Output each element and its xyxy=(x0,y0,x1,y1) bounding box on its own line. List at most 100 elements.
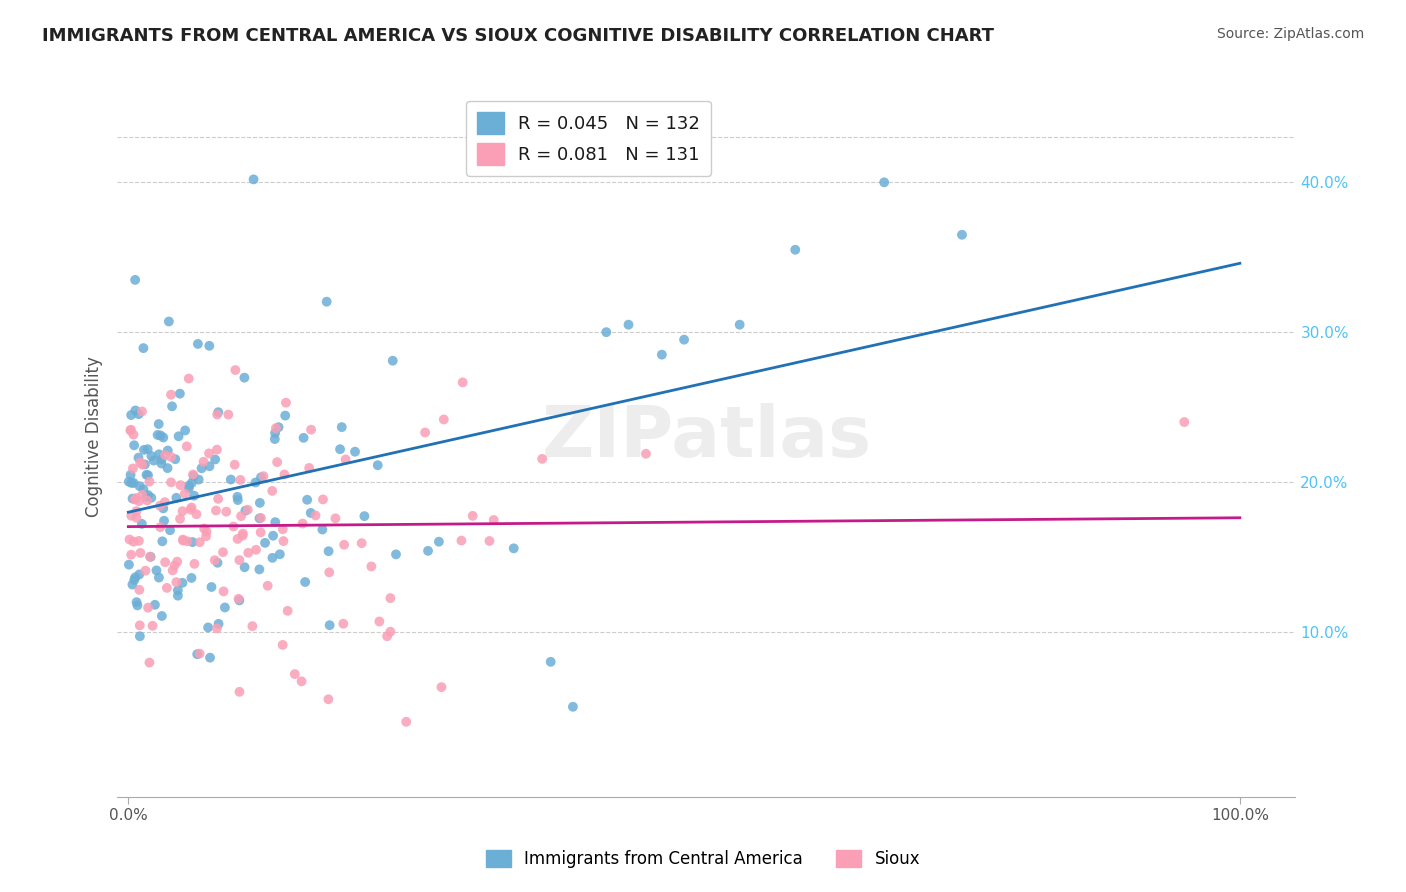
Legend: Immigrants from Central America, Sioux: Immigrants from Central America, Sioux xyxy=(479,843,927,875)
Point xyxy=(177,481,200,495)
Point xyxy=(181,535,204,549)
Point xyxy=(197,620,219,634)
Point xyxy=(204,553,226,567)
Point xyxy=(264,515,287,529)
Point xyxy=(190,461,212,475)
Point xyxy=(224,458,246,472)
Point xyxy=(125,504,148,518)
Point xyxy=(198,339,221,353)
Point xyxy=(172,575,194,590)
Point xyxy=(214,600,236,615)
Point xyxy=(180,500,202,515)
Point xyxy=(291,516,314,531)
Point xyxy=(266,455,288,469)
Point xyxy=(375,629,398,643)
Point xyxy=(344,444,367,458)
Point xyxy=(120,548,142,562)
Point xyxy=(245,542,267,557)
Point xyxy=(160,400,183,414)
Point xyxy=(148,417,170,431)
Point xyxy=(427,534,450,549)
Point xyxy=(329,442,352,457)
Point xyxy=(451,376,474,390)
Point xyxy=(226,532,249,546)
Point xyxy=(249,496,271,510)
Point xyxy=(122,475,145,490)
Point xyxy=(950,227,973,242)
Point xyxy=(249,511,271,525)
Point xyxy=(561,699,583,714)
Point xyxy=(299,506,322,520)
Point xyxy=(128,479,150,493)
Point xyxy=(540,655,562,669)
Point xyxy=(212,584,235,599)
Point xyxy=(188,535,211,549)
Point xyxy=(350,536,373,550)
Point xyxy=(120,423,142,437)
Point xyxy=(135,490,157,504)
Point xyxy=(120,424,142,438)
Point xyxy=(198,459,221,474)
Point xyxy=(124,573,146,587)
Point xyxy=(233,370,256,384)
Point xyxy=(188,647,211,661)
Point xyxy=(219,473,242,487)
Point xyxy=(212,545,235,559)
Point xyxy=(120,508,142,523)
Point xyxy=(502,541,524,556)
Point xyxy=(207,616,229,631)
Point xyxy=(195,529,218,543)
Point xyxy=(132,442,155,457)
Point xyxy=(292,431,315,445)
Point xyxy=(128,618,150,632)
Point xyxy=(131,516,153,531)
Point xyxy=(153,495,176,509)
Point xyxy=(262,529,284,543)
Point xyxy=(124,570,146,584)
Point xyxy=(311,523,333,537)
Point xyxy=(299,423,322,437)
Point xyxy=(118,533,141,547)
Point xyxy=(149,520,172,534)
Point xyxy=(245,475,267,490)
Point xyxy=(277,604,299,618)
Point xyxy=(136,468,159,483)
Point xyxy=(128,407,150,421)
Point xyxy=(193,522,215,536)
Point xyxy=(295,492,318,507)
Point xyxy=(205,621,228,635)
Point xyxy=(128,494,150,508)
Point xyxy=(157,314,180,328)
Point xyxy=(200,580,222,594)
Point xyxy=(205,503,228,517)
Point xyxy=(207,405,229,419)
Point xyxy=(141,449,163,463)
Point xyxy=(651,348,673,362)
Point xyxy=(195,524,218,539)
Point xyxy=(125,595,148,609)
Point xyxy=(262,483,284,498)
Point xyxy=(120,408,142,422)
Point xyxy=(180,475,202,490)
Text: IMMIGRANTS FROM CENTRAL AMERICA VS SIOUX COGNITIVE DISABILITY CORRELATION CHART: IMMIGRANTS FROM CENTRAL AMERICA VS SIOUX… xyxy=(42,27,994,45)
Point xyxy=(785,243,807,257)
Point xyxy=(128,629,150,643)
Point xyxy=(156,581,179,595)
Point xyxy=(139,549,162,564)
Point xyxy=(169,478,191,492)
Point xyxy=(249,525,271,540)
Point xyxy=(274,395,297,409)
Point xyxy=(333,538,356,552)
Point xyxy=(267,420,290,434)
Point xyxy=(148,447,170,461)
Point xyxy=(274,409,297,423)
Point xyxy=(312,492,335,507)
Point xyxy=(136,442,159,457)
Point xyxy=(160,450,183,464)
Point xyxy=(232,529,254,543)
Point xyxy=(118,475,141,489)
Point xyxy=(263,432,285,446)
Point xyxy=(617,318,640,332)
Point xyxy=(385,547,408,561)
Point xyxy=(181,467,204,482)
